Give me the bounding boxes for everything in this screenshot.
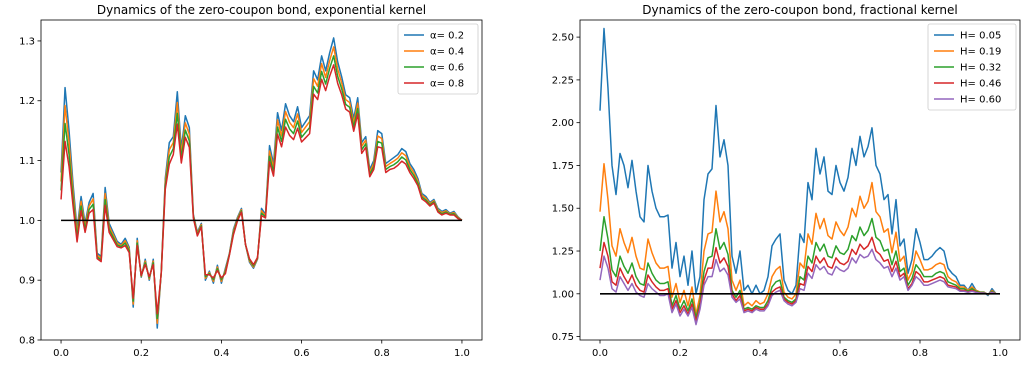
y-axis: 0.75 1.00 1.25 1.50 1.75 2.00 2.25 2.50 (552, 33, 580, 343)
legend-label: H= 0.46 (960, 79, 1001, 90)
x-tick-label: 0.6 (294, 348, 310, 359)
plot-area (599, 27, 1000, 326)
chart-exponential-kernel: Dynamics of the zero-coupon bond, expone… (19, 3, 483, 359)
y-tick-label: 0.8 (19, 336, 35, 347)
series-line-1 (599, 27, 1000, 297)
x-axis: 0.0 0.2 0.4 0.6 0.8 1.0 (53, 340, 470, 359)
x-tick-label: 0.4 (752, 348, 768, 359)
legend-box (927, 23, 1017, 111)
axes-frame (40, 19, 483, 341)
x-tick-label: 0.8 (912, 348, 928, 359)
y-tick-label: 1.0 (19, 216, 35, 227)
x-tick-label: 0.2 (133, 348, 149, 359)
x-tick-label: 1.0 (454, 348, 470, 359)
x-tick-label: 0.6 (832, 348, 848, 359)
x-tick-label: 1.0 (992, 348, 1008, 359)
y-tick-label: 1.75 (552, 161, 574, 172)
series-line-2 (599, 162, 1000, 316)
legend: H= 0.05 H= 0.19 H= 0.32 H= 0.46 H= 0.60 (927, 23, 1017, 111)
legend-label: α= 0.4 (430, 47, 464, 58)
y-tick-label: 1.50 (552, 204, 574, 215)
y-tick-label: 0.75 (552, 332, 574, 343)
y-tick-label: 1.1 (19, 156, 35, 167)
plot-area (60, 37, 463, 329)
series-line-4 (599, 236, 1000, 322)
y-tick-label: 2.00 (552, 118, 574, 129)
axes-frame (579, 19, 1021, 341)
x-tick-label: 0.2 (672, 348, 688, 359)
x-axis: 0.0 0.2 0.4 0.6 0.8 1.0 (592, 340, 1008, 359)
legend: α= 0.2 α= 0.4 α= 0.6 α= 0.8 (397, 23, 479, 95)
y-axis: 0.8 0.9 1.0 1.1 1.2 1.3 (19, 36, 41, 347)
series-line-2 (60, 46, 463, 324)
series-line-1 (60, 37, 463, 329)
chart-title: Dynamics of the zero-coupon bond, fracti… (642, 3, 957, 17)
series-line-4 (60, 64, 463, 315)
chart-fractional-kernel: Dynamics of the zero-coupon bond, fracti… (552, 3, 1021, 359)
x-tick-label: 0.0 (53, 348, 69, 359)
y-tick-label: 0.9 (19, 276, 35, 287)
x-tick-label: 0.8 (374, 348, 390, 359)
axes-spine (40, 19, 483, 341)
legend-label: H= 0.60 (960, 95, 1001, 106)
legend-label: α= 0.8 (430, 79, 464, 90)
y-tick-label: 1.3 (19, 36, 35, 47)
chart-title: Dynamics of the zero-coupon bond, expone… (97, 3, 426, 17)
legend-label: α= 0.6 (430, 63, 464, 74)
series-line-3 (599, 216, 1000, 319)
x-tick-label: 0.4 (213, 348, 229, 359)
y-tick-label: 1.00 (552, 289, 574, 300)
legend-label: α= 0.2 (430, 31, 464, 42)
x-tick-label: 0.0 (592, 348, 608, 359)
legend-label: H= 0.19 (960, 47, 1001, 58)
legend-box (397, 23, 479, 95)
y-tick-label: 2.50 (552, 33, 574, 44)
legend-label: H= 0.05 (960, 31, 1001, 42)
series-line-3 (60, 55, 463, 320)
y-tick-label: 1.2 (19, 96, 35, 107)
legend-label: H= 0.32 (960, 63, 1001, 74)
axes-spine (579, 19, 1021, 341)
y-tick-label: 2.25 (552, 75, 574, 86)
y-tick-label: 1.25 (552, 247, 574, 258)
series-line-5 (599, 248, 1000, 326)
